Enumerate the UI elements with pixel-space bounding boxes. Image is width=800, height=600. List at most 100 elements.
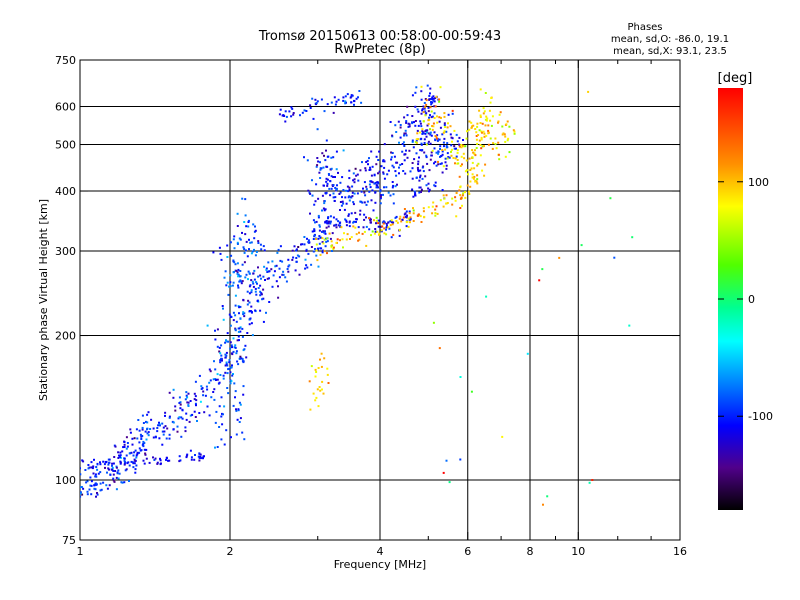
data-point [352,179,355,182]
data-point [352,225,355,228]
data-point [417,168,419,171]
data-point [332,196,335,199]
data-point [399,136,402,139]
data-point [224,341,227,344]
data-point [225,351,228,354]
data-point [185,454,188,457]
data-point [355,233,358,236]
data-point [504,135,507,138]
data-point [391,134,394,137]
data-point [152,456,154,459]
data-point [383,177,386,180]
data-point [476,125,479,128]
data-point [310,365,313,368]
data-point [419,174,422,177]
data-point [336,238,339,241]
data-point [417,138,420,141]
data-point [326,240,329,243]
data-point [459,186,462,189]
data-point [370,234,372,237]
data-point [237,273,240,276]
data-point [450,154,453,157]
data-point [326,184,329,187]
data-point [254,309,257,312]
data-point [417,170,420,173]
data-point [134,459,137,462]
data-point [499,111,502,114]
data-point [168,416,171,419]
data-point [242,311,245,314]
data-point [228,313,231,316]
data-point [337,98,340,101]
data-point [382,160,385,163]
data-point [330,156,333,159]
data-point [96,492,98,494]
data-point [123,446,126,448]
data-point [219,252,222,255]
data-point [365,185,368,188]
data-point [342,246,344,249]
data-point [348,199,351,202]
data-point [231,364,233,367]
data-point [390,236,393,239]
data-point [229,285,232,288]
data-point [311,194,314,197]
data-point [327,222,330,225]
data-point [359,209,362,212]
data-point [392,166,395,169]
data-point [294,269,297,272]
data-point [187,405,190,407]
data-point [483,132,486,135]
data-point [501,133,504,136]
data-point [477,162,480,165]
data-point [458,136,461,139]
y-tick-label: 100 [55,474,76,487]
data-point [438,98,441,101]
data-point [476,164,479,167]
data-point [287,258,290,261]
data-point [315,249,318,252]
data-point [158,421,160,424]
data-point [426,124,429,127]
data-point [326,367,329,370]
data-point [246,255,249,258]
data-point [224,364,227,367]
data-point [471,161,474,164]
data-point [248,285,251,288]
data-point [346,233,349,236]
data-point [206,324,209,327]
data-point [96,463,99,466]
data-point [460,155,463,158]
data-point [369,221,372,224]
data-point [411,177,414,180]
data-point [203,455,205,458]
data-point [363,230,366,233]
data-point [433,112,436,115]
data-point [232,238,235,241]
data-point [335,223,338,226]
data-point [216,345,219,348]
data-point [483,174,486,177]
data-point [434,208,437,211]
data-point [142,440,145,443]
data-point [335,168,338,171]
data-point [378,233,380,236]
data-point [326,237,329,240]
data-point [295,248,298,251]
data-point [153,459,156,461]
data-point [90,466,93,469]
data-point [291,249,294,252]
data-point [403,208,406,210]
data-point [396,183,398,186]
data-point [429,98,432,100]
data-point [138,447,141,450]
data-point [238,421,241,423]
data-point [375,184,378,187]
data-point [428,94,431,97]
data-point [478,109,481,112]
data-point [309,212,311,215]
data-point [232,281,235,284]
data-point [484,118,487,121]
colorbar-tick-label: 100 [748,176,769,189]
data-point [234,294,237,297]
